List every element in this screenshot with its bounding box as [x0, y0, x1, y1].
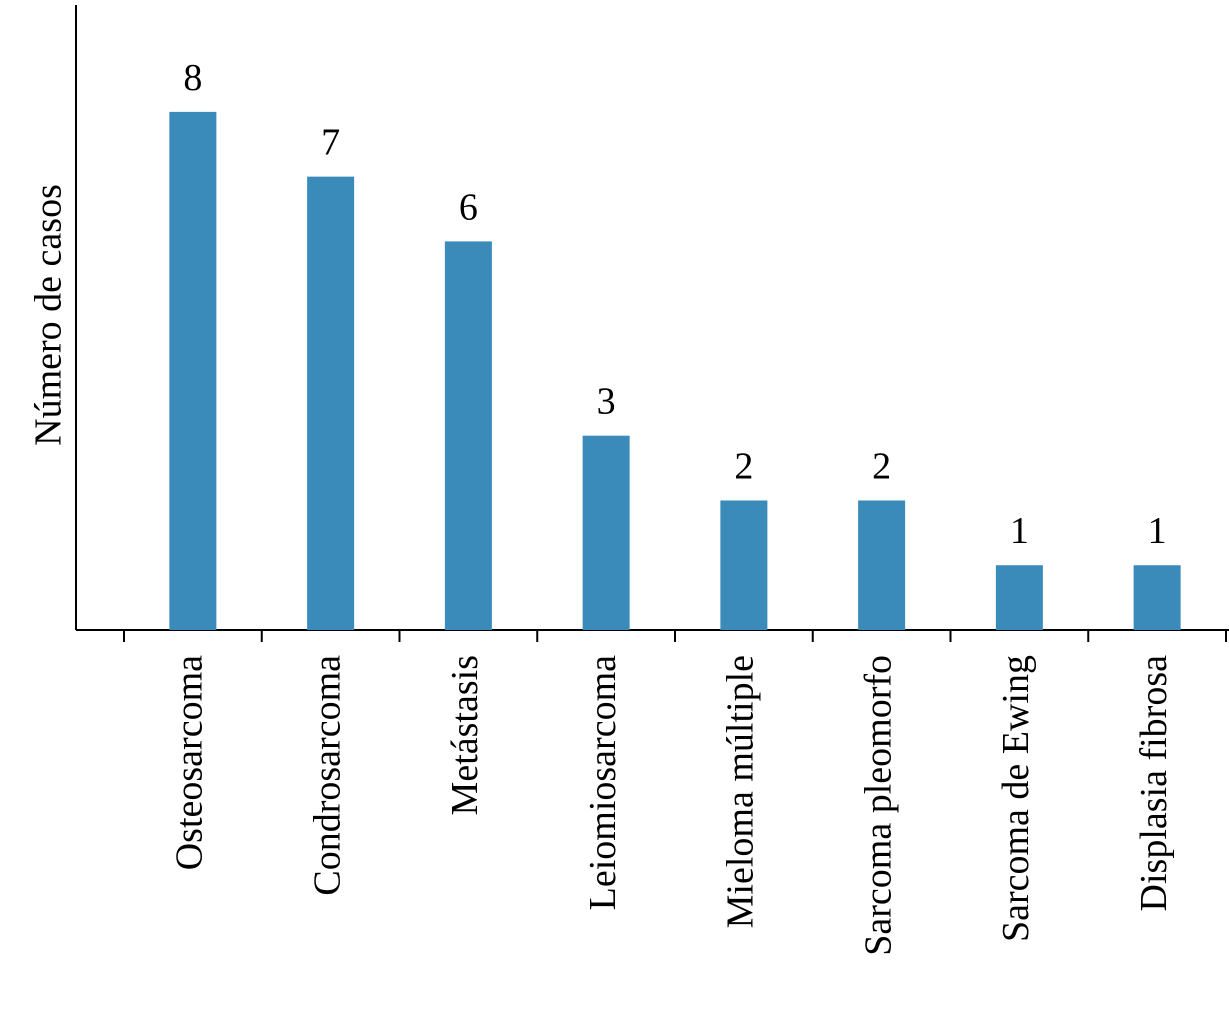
bar [307, 176, 355, 630]
x-tick-label: Mieloma múltiple [720, 655, 762, 928]
value-label: 7 [321, 122, 340, 164]
value-label: 1 [1148, 510, 1167, 552]
bar [858, 500, 906, 630]
x-tick-label: Condrosarcoma [306, 655, 348, 896]
x-tick-label: Sarcoma de Ewing [995, 655, 1037, 942]
y-axis-label: Número de casos [28, 184, 70, 446]
bar [582, 435, 630, 630]
value-label: 1 [1010, 510, 1029, 552]
value-label: 2 [734, 445, 753, 487]
bar [444, 241, 492, 630]
value-label: 3 [597, 381, 616, 423]
bar [1133, 565, 1181, 630]
value-label: 6 [459, 186, 478, 228]
x-tick-label: Metástasis [444, 655, 486, 815]
bar [169, 111, 217, 630]
bar [720, 500, 768, 630]
x-tick-label: Sarcoma pleomorfo [857, 655, 899, 956]
bar [995, 565, 1043, 630]
x-tick-label: Leiomiosarcoma [582, 655, 624, 910]
x-tick-label: Osteosarcoma [169, 655, 211, 870]
value-label: 2 [872, 445, 891, 487]
value-label: 8 [183, 57, 202, 99]
x-tick-label: Displasia fibrosa [1133, 655, 1175, 912]
